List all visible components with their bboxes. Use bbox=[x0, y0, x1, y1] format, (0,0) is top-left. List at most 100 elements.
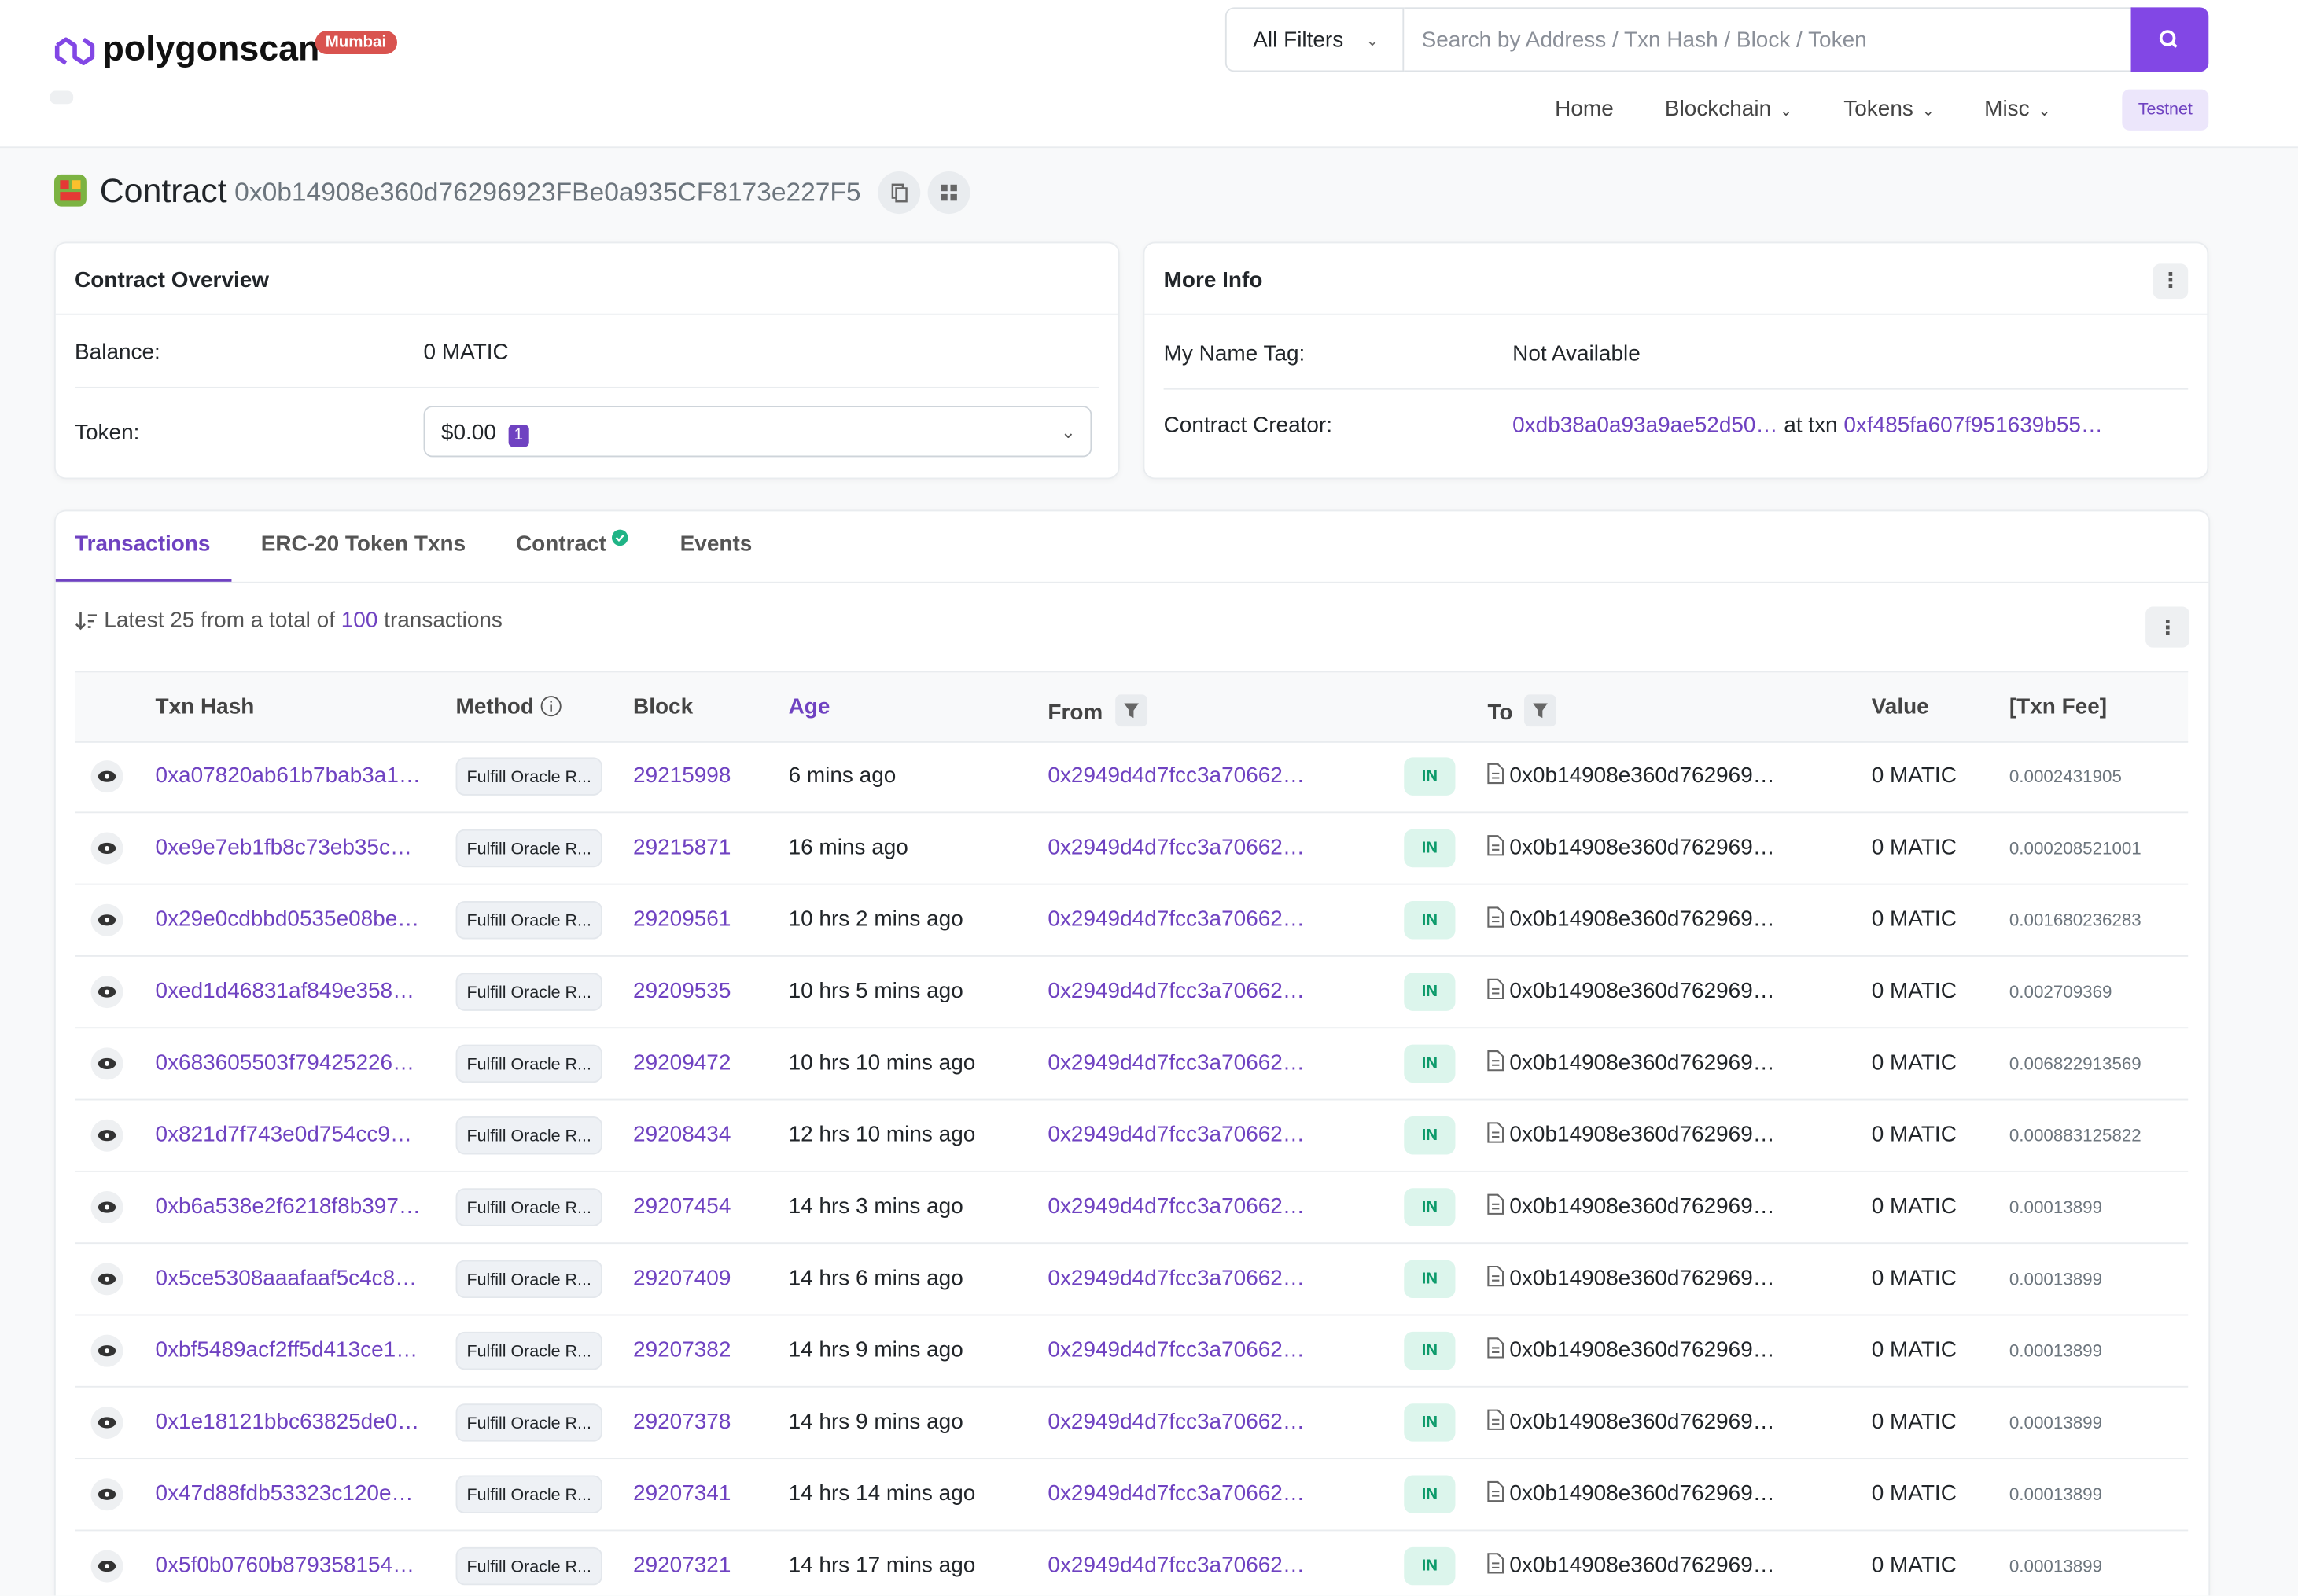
table-row: 0x5ce5308aaafaaf5c4c8… Fulfill Oracle R..… bbox=[75, 1244, 2189, 1316]
to: 0x0b14908e360d762969… bbox=[1487, 1531, 1775, 1595]
txn-hash[interactable]: 0x1e18121bbc63825de0… bbox=[155, 1409, 420, 1435]
sort-icon bbox=[75, 612, 97, 631]
txn-fee: 0.00013899 bbox=[2009, 1556, 2103, 1577]
block[interactable]: 29207321 bbox=[633, 1553, 731, 1578]
contract-avatar bbox=[53, 174, 87, 207]
block[interactable]: 29207454 bbox=[633, 1193, 731, 1219]
direction: IN bbox=[1404, 1116, 1456, 1155]
from[interactable]: 0x2949d4d7fcc3a70662… bbox=[1048, 1409, 1305, 1435]
txn-hash[interactable]: 0x29e0cdbbd0535e08be… bbox=[155, 906, 420, 932]
txn-fee: 0.000883125822 bbox=[2009, 1125, 2141, 1146]
view-button[interactable] bbox=[90, 1263, 123, 1296]
summary-total[interactable]: 100 bbox=[341, 608, 378, 634]
txn-hash[interactable]: 0xed1d46831af849e358… bbox=[155, 978, 415, 1004]
field-label: Balance: bbox=[75, 340, 160, 366]
block[interactable]: 29207378 bbox=[633, 1409, 731, 1435]
method: Fulfill Oracle R... bbox=[455, 1044, 602, 1083]
from[interactable]: 0x2949d4d7fcc3a70662… bbox=[1048, 1480, 1305, 1506]
tab-underline bbox=[55, 579, 232, 582]
view-button[interactable] bbox=[90, 832, 123, 865]
table-row: 0x1e18121bbc63825de0… Fulfill Oracle R...… bbox=[75, 1388, 2189, 1460]
block[interactable]: 29207382 bbox=[633, 1337, 731, 1363]
from[interactable]: 0x2949d4d7fcc3a70662… bbox=[1048, 1266, 1305, 1291]
nav-item[interactable]: Blockchain ⌄ bbox=[1664, 96, 1792, 122]
tab[interactable]: Transactions bbox=[75, 531, 211, 557]
txn-hash[interactable]: 0x5f0b0760b879358154… bbox=[155, 1553, 415, 1578]
creator-link[interactable]: 0xdb38a0a93a9ae52d50… bbox=[1512, 413, 1778, 439]
block[interactable]: 29215998 bbox=[633, 763, 731, 789]
age: 14 hrs 3 mins ago bbox=[788, 1193, 963, 1219]
block[interactable]: 29209472 bbox=[633, 1050, 731, 1076]
txn-hash[interactable]: 0x5ce5308aaafaaf5c4c8… bbox=[155, 1266, 418, 1291]
view-button[interactable] bbox=[90, 1047, 123, 1080]
txn-hash[interactable]: 0xa07820ab61b7bab3a1… bbox=[155, 763, 421, 789]
view-button[interactable] bbox=[90, 1191, 123, 1224]
block[interactable]: 29209535 bbox=[633, 978, 731, 1004]
header: polygonscan Mumbai All Filters ⌄ Search b… bbox=[0, 0, 2298, 149]
search-button[interactable] bbox=[2130, 7, 2209, 72]
search-input[interactable]: Search by Address / Txn Hash / Block / T… bbox=[1404, 7, 2133, 72]
nav-item[interactable]: Home bbox=[1555, 96, 1614, 122]
direction: IN bbox=[1404, 829, 1456, 868]
direction: IN bbox=[1404, 1331, 1456, 1370]
method: Fulfill Oracle R... bbox=[455, 973, 602, 1011]
table-row: 0xb6a538e2f6218f8b397… Fulfill Oracle R..… bbox=[75, 1172, 2189, 1245]
value: 0 MATIC bbox=[1871, 906, 1957, 932]
from[interactable]: 0x2949d4d7fcc3a70662… bbox=[1048, 1122, 1305, 1148]
txn-hash[interactable]: 0x683605503f79425226… bbox=[155, 1050, 415, 1076]
nav-item[interactable]: Tokens ⌄ bbox=[1843, 96, 1935, 122]
filter-select[interactable]: All Filters ⌄ bbox=[1224, 7, 1405, 72]
view-button[interactable] bbox=[90, 1550, 123, 1583]
block[interactable]: 29207341 bbox=[633, 1480, 731, 1506]
logo-text[interactable]: polygonscan bbox=[102, 29, 320, 69]
tab[interactable]: Events bbox=[679, 531, 753, 557]
txn-hash[interactable]: 0x821d7f743e0d754cc9… bbox=[155, 1122, 412, 1148]
table-row: 0xed1d46831af849e358… Fulfill Oracle R...… bbox=[75, 957, 2189, 1029]
view-button[interactable] bbox=[90, 760, 123, 793]
txn-hash[interactable]: 0xbf5489acf2ff5d413ce1… bbox=[155, 1337, 418, 1363]
qr-button[interactable] bbox=[927, 171, 970, 215]
column-header[interactable]: Age bbox=[788, 694, 830, 719]
txn-hash[interactable]: 0x47d88fdb53323c120e… bbox=[155, 1480, 414, 1506]
block[interactable]: 29208434 bbox=[633, 1122, 731, 1148]
from[interactable]: 0x2949d4d7fcc3a70662… bbox=[1048, 835, 1305, 860]
view-button[interactable] bbox=[90, 1406, 123, 1439]
block[interactable]: 29207409 bbox=[633, 1266, 731, 1291]
testnet-badge[interactable]: Testnet bbox=[2122, 89, 2209, 131]
txn-link[interactable]: 0xf485fa607f951639b55… bbox=[1843, 413, 2103, 439]
view-button[interactable] bbox=[90, 1334, 123, 1367]
copy-button[interactable] bbox=[878, 171, 921, 215]
column-header: To bbox=[1487, 694, 1557, 727]
age: 12 hrs 10 mins ago bbox=[788, 1122, 976, 1148]
txn-fee: 0.00013899 bbox=[2009, 1340, 2103, 1362]
from[interactable]: 0x2949d4d7fcc3a70662… bbox=[1048, 978, 1305, 1004]
view-button[interactable] bbox=[90, 1478, 123, 1511]
value: 0 MATIC bbox=[1871, 1337, 1957, 1363]
options-button[interactable]: ⋮ bbox=[2145, 606, 2190, 648]
from[interactable]: 0x2949d4d7fcc3a70662… bbox=[1048, 1050, 1305, 1076]
view-button[interactable] bbox=[90, 976, 123, 1009]
view-button[interactable] bbox=[90, 903, 123, 936]
from[interactable]: 0x2949d4d7fcc3a70662… bbox=[1048, 1553, 1305, 1578]
from[interactable]: 0x2949d4d7fcc3a70662… bbox=[1048, 906, 1305, 932]
tab[interactable]: Contract bbox=[516, 529, 628, 557]
nav-item[interactable]: Misc ⌄ bbox=[1984, 96, 2051, 122]
tab[interactable]: ERC-20 Token Txns bbox=[260, 531, 466, 557]
logo-icon bbox=[54, 37, 95, 65]
table-row: 0x47d88fdb53323c120e… Fulfill Oracle R...… bbox=[75, 1459, 2189, 1532]
from[interactable]: 0x2949d4d7fcc3a70662… bbox=[1048, 763, 1305, 789]
view-button[interactable] bbox=[90, 1119, 123, 1152]
block[interactable]: 29215871 bbox=[633, 835, 731, 860]
age: 14 hrs 6 mins ago bbox=[788, 1266, 963, 1291]
txn-fee: 0.00013899 bbox=[2009, 1268, 2103, 1289]
to: 0x0b14908e360d762969… bbox=[1487, 1172, 1775, 1242]
table-row: 0x821d7f743e0d754cc9… Fulfill Oracle R...… bbox=[75, 1100, 2189, 1172]
token-dropdown[interactable]: $0.00 1 ⌄ bbox=[423, 406, 1092, 458]
from[interactable]: 0x2949d4d7fcc3a70662… bbox=[1048, 1337, 1305, 1363]
txn-hash[interactable]: 0xb6a538e2f6218f8b397… bbox=[155, 1193, 421, 1219]
txn-hash[interactable]: 0xe9e7eb1fb8c73eb35c… bbox=[155, 835, 412, 860]
from[interactable]: 0x2949d4d7fcc3a70662… bbox=[1048, 1193, 1305, 1219]
divider bbox=[55, 313, 1118, 315]
more-button[interactable]: ⋮ bbox=[2153, 263, 2189, 300]
block[interactable]: 29209561 bbox=[633, 906, 731, 932]
